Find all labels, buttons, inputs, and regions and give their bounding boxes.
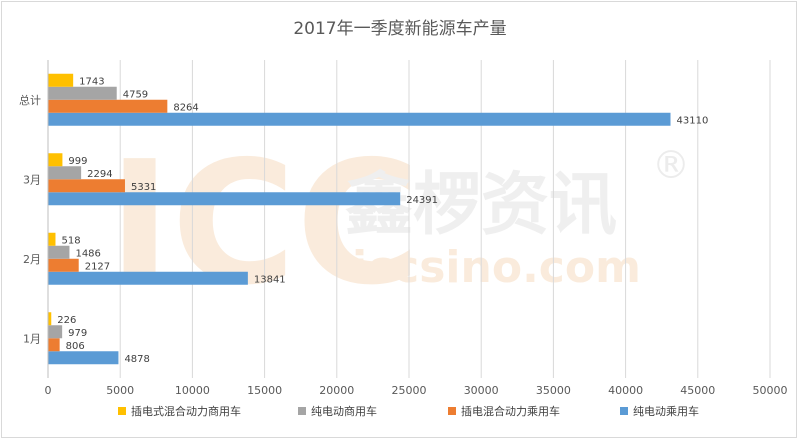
legend-item: 纯电动乘用车: [620, 403, 699, 419]
x-tick-label: 35000: [536, 384, 571, 397]
bar: [48, 325, 63, 339]
bar: [48, 112, 671, 126]
data-label: 806: [66, 341, 85, 352]
data-label: 43110: [677, 115, 709, 126]
bar: [48, 312, 52, 326]
data-label: 979: [68, 328, 87, 339]
data-label: 24391: [406, 195, 438, 206]
x-tick-label: 25000: [392, 384, 427, 397]
legend-label: 纯电动乘用车: [633, 405, 699, 418]
legend-swatch: [620, 407, 628, 415]
data-label: 999: [68, 156, 87, 167]
watermark-registered: ®: [652, 143, 690, 187]
y-category-label: 3月: [23, 173, 41, 186]
bar: [48, 153, 63, 167]
bar: [48, 99, 168, 113]
data-label: 5331: [131, 182, 156, 193]
x-tick-label: 0: [45, 384, 52, 397]
watermark-url: iccsino.com: [352, 242, 641, 293]
legend-label: 纯电动商用车: [311, 405, 377, 418]
legend: 插电式混合动力商用车 纯电动商用车 插电混合动力乘用车 纯电动乘用车: [0, 403, 800, 423]
data-label: 4878: [124, 354, 149, 365]
data-label: 4759: [123, 89, 148, 100]
legend-item: 插电式混合动力商用车: [118, 403, 241, 419]
data-label: 2127: [85, 261, 110, 272]
data-label: 518: [61, 235, 80, 246]
data-label: 8264: [173, 102, 198, 113]
bar: [48, 338, 60, 352]
data-label: 1486: [75, 248, 100, 259]
x-tick-label: 10000: [175, 384, 210, 397]
bar: [48, 245, 70, 259]
bar-series: [48, 73, 671, 365]
bar: [48, 166, 82, 180]
data-label: 226: [57, 315, 76, 326]
legend-label: 插电式混合动力商用车: [131, 405, 241, 418]
bar: [48, 351, 119, 365]
legend-item: 纯电动商用车: [298, 403, 377, 419]
data-labels: 4878 806 979 226 13841 2127 1486 518 24391 5331 22…: [57, 76, 708, 365]
x-tick-label: 45000: [680, 384, 715, 397]
legend-swatch: [448, 407, 456, 415]
data-label: 1743: [79, 76, 104, 87]
data-label: 2294: [87, 169, 112, 180]
legend-label: 插电混合动力乘用车: [461, 405, 560, 418]
x-tick-label: 20000: [319, 384, 354, 397]
bar: [48, 258, 79, 272]
y-category-label: 总计: [19, 93, 41, 107]
y-category-label: 1月: [23, 332, 41, 345]
watermark: ICC 鑫椤资讯 ® iccsino.com: [108, 125, 690, 323]
x-tick-label: 15000: [247, 384, 282, 397]
legend-swatch: [298, 407, 306, 415]
data-label: 13841: [254, 274, 286, 285]
bar: [48, 192, 401, 206]
legend-swatch: [118, 407, 126, 415]
bar: [48, 271, 248, 285]
chart-title: 2017年一季度新能源车产量: [293, 19, 507, 39]
x-tick-label: 30000: [464, 384, 499, 397]
bar: [48, 232, 56, 246]
bar: [48, 86, 117, 100]
legend-item: 插电混合动力乘用车: [448, 403, 560, 419]
y-category-label: 2月: [23, 253, 41, 266]
bar: [48, 179, 125, 193]
x-tick-label: 50000: [753, 384, 788, 397]
bar: [48, 73, 74, 87]
x-tick-label: 5000: [106, 384, 134, 397]
axes: 0 5000 10000 15000 20000 25000 30000 35000 40000…: [19, 60, 788, 397]
x-tick-label: 40000: [608, 384, 643, 397]
